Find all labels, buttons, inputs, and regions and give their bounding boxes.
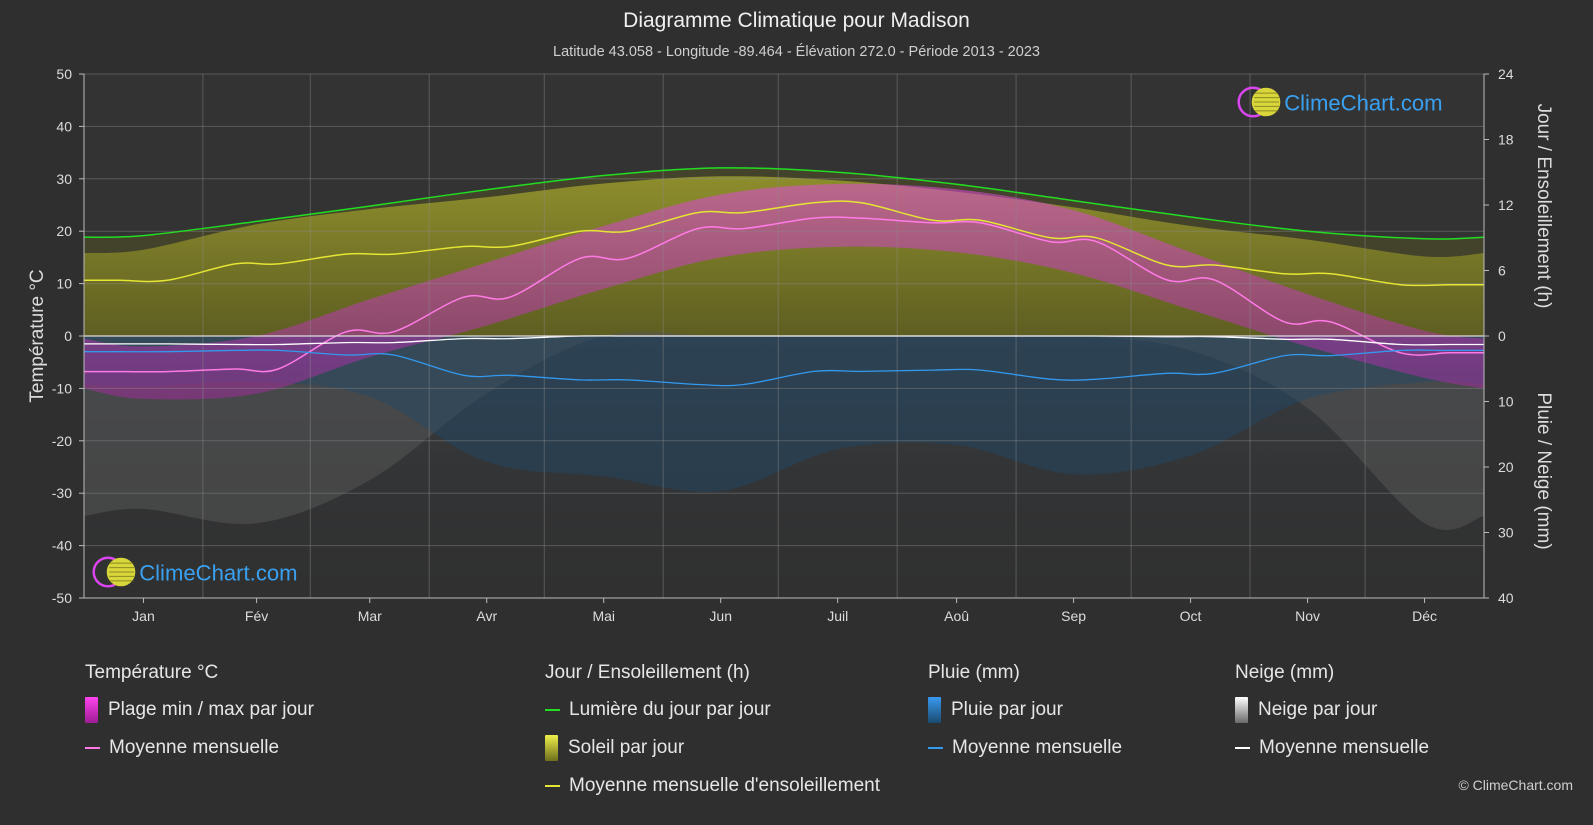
y-right-bottom-tick-label: 40 <box>1498 590 1514 606</box>
snow-avg-line-icon <box>1235 747 1250 749</box>
temperature-avg-line <box>83 216 1484 373</box>
chart-subtitle: Latitude 43.058 - Longitude -89.464 - Él… <box>553 44 1040 60</box>
copyright: © ClimeChart.com <box>1458 777 1573 793</box>
logos: ClimeChart.com ClimeChart.com <box>92 86 1443 588</box>
legend-rain: Pluie (mm) Pluie par jour Moyenne mensue… <box>928 662 1122 774</box>
legend-item-sunshine-avg: Moyenne mensuelle d'ensoleillement <box>545 774 880 798</box>
logo-bottom-left: ClimeChart.com <box>92 556 298 588</box>
y-left-tick-label: 20 <box>56 223 72 239</box>
rain-swatch-icon <box>928 697 941 723</box>
x-tick-label: Mai <box>592 608 615 624</box>
legend-snow: Neige (mm) Neige par jour Moyenne mensue… <box>1235 662 1429 774</box>
y-left-tick-label: -10 <box>52 380 72 396</box>
legend-item-rain-avg: Moyenne mensuelle <box>928 736 1122 760</box>
sunshine-avg-line-icon <box>545 785 560 787</box>
rain-area <box>84 336 1484 492</box>
rain-avg-line-icon <box>928 747 943 749</box>
y-right-top-tick-label: 6 <box>1498 263 1506 279</box>
rain-avg-line <box>84 349 1484 387</box>
y-left-tick-label: 50 <box>56 66 72 82</box>
y-left-tick-label: -20 <box>52 433 72 449</box>
series-lines <box>83 167 1485 387</box>
legend-snow-header: Neige (mm) <box>1235 662 1335 683</box>
legend-label: Moyenne mensuelle <box>109 737 280 758</box>
temp-range-swatch-icon <box>85 697 98 723</box>
legend-label: Soleil par jour <box>568 737 685 758</box>
x-tick-label: Avr <box>476 608 497 624</box>
x-tick-label: Jun <box>709 608 732 624</box>
legend-label: Pluie par jour <box>951 699 1063 720</box>
logo-text: ClimeChart.com <box>1284 90 1442 115</box>
y-right-bottom-axis-title: Pluie / Neige (mm) <box>1533 392 1554 549</box>
data-fills <box>84 167 1484 598</box>
axes: 50 40 30 20 10 0 -10 -20 -30 -40 -50 24 18 12 6 0 10 20 30… <box>27 66 1554 624</box>
x-tick-label: Nov <box>1295 608 1320 624</box>
daylight-line <box>83 167 1485 240</box>
legend-item-temp-avg: Moyenne mensuelle <box>85 736 314 760</box>
x-tick-label: Jan <box>132 608 155 624</box>
chart-title: Diagramme Climatique pour Madison <box>623 9 970 32</box>
climate-chart: 50 40 30 20 10 0 -10 -20 -30 -40 -50 24 18 12 6 0 10 20 30… <box>27 66 1554 624</box>
legend-label: Moyenne mensuelle <box>1259 737 1430 758</box>
sunshine-swatch-icon <box>545 735 558 761</box>
legend-rain-header: Pluie (mm) <box>928 662 1020 683</box>
logo-text: ClimeChart.com <box>139 560 297 585</box>
legend-sun: Jour / Ensoleillement (h) Lumière du jou… <box>545 662 880 812</box>
y-left-tick-label: 10 <box>56 276 72 292</box>
y-right-top-tick-label: 24 <box>1498 66 1514 82</box>
y-left-tick-label: -40 <box>52 538 72 554</box>
y-right-top-axis-title: Jour / Ensoleillement (h) <box>1533 104 1554 309</box>
x-tick-label: Oct <box>1180 608 1202 624</box>
x-tick-label: Sep <box>1061 608 1086 624</box>
legend-item-temp-range: Plage min / max par jour <box>85 697 314 723</box>
x-tick-label: Juil <box>827 608 848 624</box>
legend-temperature-header: Température °C <box>85 662 219 683</box>
legend-label: Moyenne mensuelle <box>952 737 1123 758</box>
y-left-tick-label: -30 <box>52 485 72 501</box>
legend-temperature: Température °C Plage min / max par jour … <box>85 662 314 774</box>
snow-area <box>84 331 1484 530</box>
temp-avg-line-icon <box>85 747 100 749</box>
y-right-top-tick-label: 0 <box>1498 328 1506 344</box>
legend-item-sunshine: Soleil par jour <box>545 735 880 761</box>
legend-item-snow-avg: Moyenne mensuelle <box>1235 736 1429 760</box>
x-tick-label: Aoû <box>944 608 969 624</box>
x-tick-label: Déc <box>1412 608 1437 624</box>
y-left-tick-label: 0 <box>64 328 72 344</box>
x-tick-label: Mar <box>358 608 382 624</box>
legend-item-daylight: Lumière du jour par jour <box>545 698 880 722</box>
y-left-axis-title: Température °C <box>27 269 48 402</box>
y-right-bottom-tick-label: 20 <box>1498 459 1514 475</box>
y-right-top-tick-label: 18 <box>1498 132 1514 148</box>
temperature-range-area <box>84 183 1484 400</box>
snow-swatch-icon <box>1235 697 1248 723</box>
y-right-bottom-tick-label: 10 <box>1498 394 1514 410</box>
legend-label: Neige par jour <box>1258 699 1378 720</box>
logo-top-right: ClimeChart.com <box>1237 86 1443 118</box>
legend-label: Lumière du jour par jour <box>569 699 771 720</box>
legend-item-rain: Pluie par jour <box>928 697 1122 723</box>
legend-label: Moyenne mensuelle d'ensoleillement <box>569 775 880 796</box>
x-tick-label: Fév <box>245 608 268 624</box>
legend-item-snow: Neige par jour <box>1235 697 1429 723</box>
y-left-tick-label: 40 <box>56 118 72 134</box>
y-right-bottom-tick-label: 30 <box>1498 525 1514 541</box>
y-right-top-tick-label: 12 <box>1498 197 1514 213</box>
legend-sun-header: Jour / Ensoleillement (h) <box>545 662 750 683</box>
sunshine-avg-line <box>83 200 1484 287</box>
legend-label: Plage min / max par jour <box>108 699 314 720</box>
y-left-tick-label: 30 <box>56 171 72 187</box>
daylight-line-icon <box>545 709 560 711</box>
y-left-tick-label: -50 <box>52 590 72 606</box>
